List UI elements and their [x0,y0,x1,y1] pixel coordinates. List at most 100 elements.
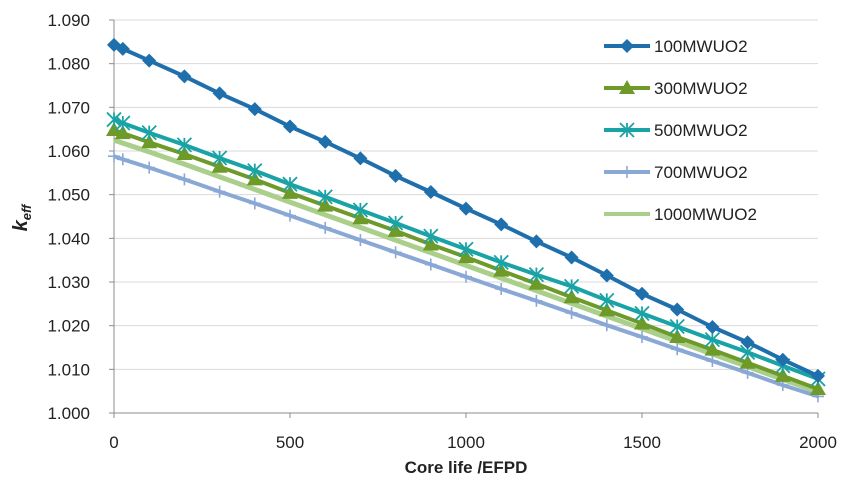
data-point [106,122,122,137]
data-point [494,217,509,232]
data-point [143,161,156,174]
data-point [352,202,369,218]
y-tick-label: 1.060 [47,142,90,161]
data-point [211,158,228,173]
data-point [282,184,298,199]
data-point [115,115,131,131]
legend-item: 100MWUO2 [604,37,748,56]
data-point [176,146,193,161]
data-point [353,151,368,166]
y-axis-title-sub: eff [19,203,34,220]
data-point [810,380,826,395]
legend-item: 1000MWUO2 [604,205,757,224]
data-point [114,125,131,140]
legend: 100MWUO2 300MWUO2 500MWUO2 700MWUO2 1000MWUO… [604,37,757,224]
data-point [528,275,545,290]
series-line [113,128,819,391]
legend-marker [619,122,635,138]
legend-label: 500MWUO2 [654,121,748,140]
data-point [213,185,226,198]
y-tick-label: 1.030 [47,273,90,292]
y-tick-label: 1.020 [47,317,90,336]
series-line [113,43,819,378]
series-line [113,154,819,399]
data-point [177,69,192,84]
x-axis-title: Core life /EFPD [405,458,528,477]
data-point [671,343,684,356]
data-point [564,250,579,265]
legend-item: 500MWUO2 [604,121,748,140]
data-point [176,137,193,153]
data-point [423,185,438,200]
data-point [775,352,790,367]
data-point [283,119,297,134]
data-point [704,341,721,356]
data-point [108,150,120,163]
data-point [388,168,403,183]
data-point [318,134,333,149]
data-point [741,366,754,379]
axes [109,19,819,418]
data-point [142,53,157,68]
series-1000MWUO2 [113,137,819,395]
data-point [811,368,825,383]
legend-marker [619,80,635,94]
x-tick-label: 2000 [799,433,837,452]
data-point [635,286,649,301]
data-point [599,268,614,283]
data-point [636,331,648,344]
y-tick-label: 1.010 [47,360,90,379]
data-point [387,215,404,231]
data-point [739,354,756,369]
x-tick-labels: 0 500 1000 1500 2000 [109,433,837,452]
data-point [178,173,191,186]
y-tick-label: 1.000 [47,404,90,423]
data-point [389,246,402,259]
data-point [246,171,263,186]
data-point [460,270,472,283]
x-tick-label: 0 [109,433,118,452]
data-point [354,234,367,247]
legend-marker [620,39,634,53]
y-axis-title: keff [10,203,34,231]
data-point [422,236,439,251]
data-point [600,319,613,332]
data-point [599,292,615,308]
data-point [319,221,332,234]
x-tick-label: 500 [276,433,304,452]
data-point [774,367,791,382]
data-point [705,319,720,334]
legend-item: 700MWUO2 [604,163,748,182]
data-point [530,294,543,307]
data-point [317,197,334,212]
x-tick-label: 1500 [623,433,661,452]
data-point [458,241,474,257]
data-point [598,302,615,317]
data-point [284,209,296,222]
data-point [106,111,122,128]
series-700MWUO2 [108,150,824,403]
data-point [493,254,509,270]
data-point [669,318,685,335]
data-point [495,282,508,295]
data-point [247,102,262,117]
data-point [424,258,437,271]
series-500MWUO2 [106,111,826,387]
data-point [563,289,580,304]
series-line [113,117,819,381]
y-tick-label: 1.080 [47,55,90,74]
x-tick-label: 1000 [447,433,485,452]
y-tick-label: 1.090 [47,11,90,30]
data-point [115,41,130,56]
data-point [423,228,439,244]
data-point [634,305,650,322]
data-point [141,125,157,141]
y-tick-label: 1.050 [47,186,90,205]
data-point [317,189,333,205]
legend-label: 100MWUO2 [654,37,748,56]
data-point [565,307,578,320]
legend-label: 300MWUO2 [654,79,748,98]
y-tick-label: 1.040 [47,229,90,248]
